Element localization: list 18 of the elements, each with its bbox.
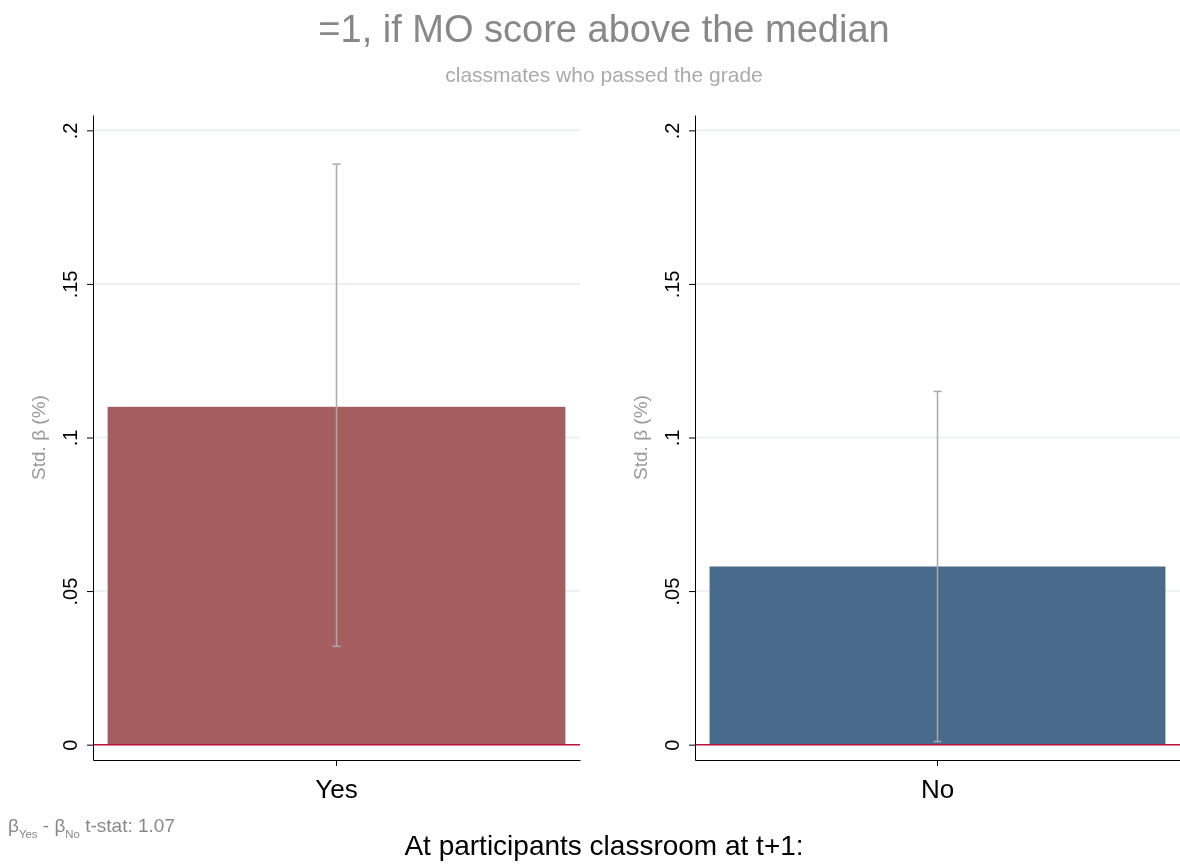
y-tick-label: 0 (59, 739, 81, 751)
y-tick-label: .2 (59, 122, 81, 140)
text: β$_{Yes}$ - β$_{No}$ t-stat: 1.07 (8, 815, 175, 840)
y-tick-label: .15 (59, 270, 81, 299)
y-tick-label: .05 (661, 577, 683, 606)
text: =1, if MO score above the median (318, 8, 890, 50)
y-tick-label: .05 (59, 577, 81, 606)
y-axis-title: Std. β (%) (28, 395, 49, 480)
y-tick-label: 0 (661, 739, 683, 751)
y-axis-title: Std. β (%) (630, 395, 651, 480)
x-tick-label: No (920, 773, 955, 804)
text: At participants classroom at t+1: (404, 830, 804, 861)
y-tick-label: .2 (661, 122, 683, 140)
y-tick-label: .1 (661, 429, 683, 447)
y-tick-label: .15 (661, 270, 683, 299)
text: classmates who passed the grade (445, 63, 763, 86)
y-tick-label: .1 (59, 429, 81, 447)
x-tick-label: Yes (315, 773, 358, 804)
